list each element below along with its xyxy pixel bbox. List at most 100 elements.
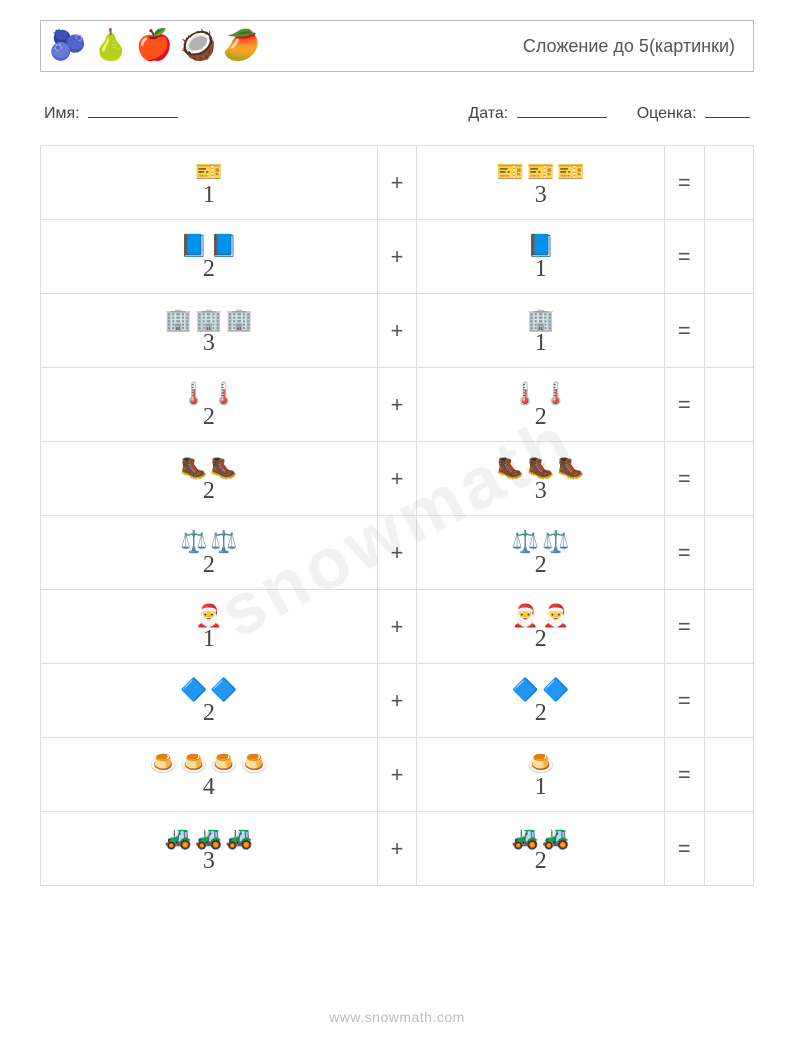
answer-cell[interactable] — [704, 368, 753, 442]
operand-icons: 🎅 — [195, 603, 222, 629]
answer-cell[interactable] — [704, 294, 753, 368]
answer-cell[interactable] — [704, 664, 753, 738]
operand-number: 2 — [203, 701, 215, 725]
count-icon: 🍮 — [527, 753, 554, 775]
operand-number: 1 — [535, 257, 547, 281]
date-blank[interactable] — [517, 102, 607, 118]
operand-icons: 🚜🚜 — [512, 825, 570, 851]
count-icon: 🔷 — [512, 679, 539, 701]
name-blank[interactable] — [88, 102, 178, 118]
operand-cell: 🎫🎫🎫3 — [417, 146, 665, 220]
operand-icons: ⚖️⚖️ — [512, 529, 570, 555]
plus-operator: + — [377, 442, 417, 516]
operand-number: 3 — [535, 479, 547, 503]
operand-icons: 🥾🥾 — [180, 455, 238, 481]
operand-icons: 🍮🍮🍮🍮 — [150, 751, 269, 777]
answer-cell[interactable] — [704, 146, 753, 220]
operand-icons: 🎫🎫🎫 — [497, 159, 585, 185]
operand-number: 1 — [203, 183, 215, 207]
answer-cell[interactable] — [704, 812, 753, 886]
problem-row: 🎅1+🎅🎅2= — [41, 590, 754, 664]
equals-operator: = — [665, 220, 705, 294]
count-icon: 🎫 — [527, 161, 554, 183]
count-icon: 🏢 — [527, 309, 554, 331]
operand-cell: 🎫1 — [41, 146, 378, 220]
operand-cell: 🥾🥾🥾3 — [417, 442, 665, 516]
count-icon: ⚖️ — [512, 531, 539, 553]
score-blank[interactable] — [705, 102, 750, 118]
problems-table: 🎫1+🎫🎫🎫3=📘📘2+📘1=🏢🏢🏢3+🏢1=🌡️🌡️2+🌡️🌡️2=🥾🥾2+🥾… — [40, 145, 754, 886]
plus-operator: + — [377, 812, 417, 886]
count-icon: 🚜 — [195, 827, 222, 849]
score-field: Оценка: — [637, 102, 750, 123]
count-icon: 🚜 — [226, 827, 253, 849]
meta-row: Имя: Дата: Оценка: — [40, 102, 754, 123]
fruit-icon: 🍎 — [136, 31, 173, 61]
operand-cell: ⚖️⚖️2 — [41, 516, 378, 590]
answer-cell[interactable] — [704, 442, 753, 516]
count-icon: 🍮 — [180, 753, 207, 775]
count-icon: 📘 — [180, 235, 207, 257]
answer-cell[interactable] — [704, 220, 753, 294]
header-fruit-row: 🫐🍐🍎🥥🥭 — [49, 31, 260, 61]
count-icon: 🥾 — [497, 457, 524, 479]
count-icon: 🚜 — [165, 827, 192, 849]
operand-icons: 🔷🔷 — [512, 677, 570, 703]
operand-cell: 🍮🍮🍮🍮4 — [41, 738, 378, 812]
count-icon: 🎫 — [195, 161, 222, 183]
operand-cell: 📘1 — [417, 220, 665, 294]
operand-number: 2 — [203, 553, 215, 577]
answer-cell[interactable] — [704, 516, 753, 590]
count-icon: 🥾 — [210, 457, 237, 479]
count-icon: 🎫 — [557, 161, 584, 183]
equals-operator: = — [665, 294, 705, 368]
plus-operator: + — [377, 590, 417, 664]
answer-cell[interactable] — [704, 590, 753, 664]
count-icon: 🎅 — [512, 605, 539, 627]
equals-operator: = — [665, 812, 705, 886]
count-icon: 🚜 — [542, 827, 569, 849]
operand-cell: 🚜🚜🚜3 — [41, 812, 378, 886]
count-icon: 🌡️ — [180, 383, 207, 405]
operand-number: 2 — [203, 479, 215, 503]
count-icon: 📘 — [210, 235, 237, 257]
count-icon: 🏢 — [226, 309, 253, 331]
page-title: Сложение до 5(картинки) — [523, 36, 735, 57]
operand-cell: 🌡️🌡️2 — [417, 368, 665, 442]
count-icon: 🥾 — [180, 457, 207, 479]
operand-number: 2 — [535, 849, 547, 873]
fruit-icon: 🥥 — [179, 31, 216, 61]
operand-cell: 🥾🥾2 — [41, 442, 378, 516]
count-icon: ⚖️ — [210, 531, 237, 553]
problem-row: 🎫1+🎫🎫🎫3= — [41, 146, 754, 220]
operand-cell: 🚜🚜2 — [417, 812, 665, 886]
problem-row: 🏢🏢🏢3+🏢1= — [41, 294, 754, 368]
problem-row: 📘📘2+📘1= — [41, 220, 754, 294]
count-icon: 🎫 — [497, 161, 524, 183]
operand-icons: 🚜🚜🚜 — [165, 825, 253, 851]
plus-operator: + — [377, 368, 417, 442]
footer: www.snowmath.com — [0, 1009, 794, 1025]
operand-icons: 🍮 — [527, 751, 554, 777]
count-icon: 🍮 — [241, 753, 268, 775]
plus-operator: + — [377, 294, 417, 368]
operand-number: 2 — [535, 553, 547, 577]
problem-row: 🥾🥾2+🥾🥾🥾3= — [41, 442, 754, 516]
operand-cell: 🌡️🌡️2 — [41, 368, 378, 442]
operand-icons: ⚖️⚖️ — [180, 529, 238, 555]
equals-operator: = — [665, 368, 705, 442]
operand-cell: 🎅🎅2 — [417, 590, 665, 664]
operand-cell: 🏢🏢🏢3 — [41, 294, 378, 368]
operand-number: 3 — [203, 849, 215, 873]
operand-number: 1 — [535, 775, 547, 799]
operand-cell: 🎅1 — [41, 590, 378, 664]
count-icon: 🏢 — [165, 309, 192, 331]
problem-row: 🌡️🌡️2+🌡️🌡️2= — [41, 368, 754, 442]
problem-row: 🍮🍮🍮🍮4+🍮1= — [41, 738, 754, 812]
count-icon: 🌡️ — [210, 383, 237, 405]
operand-icons: 🏢 — [527, 307, 554, 333]
plus-operator: + — [377, 664, 417, 738]
answer-cell[interactable] — [704, 738, 753, 812]
count-icon: 📘 — [527, 235, 554, 257]
operand-number: 4 — [203, 775, 215, 799]
